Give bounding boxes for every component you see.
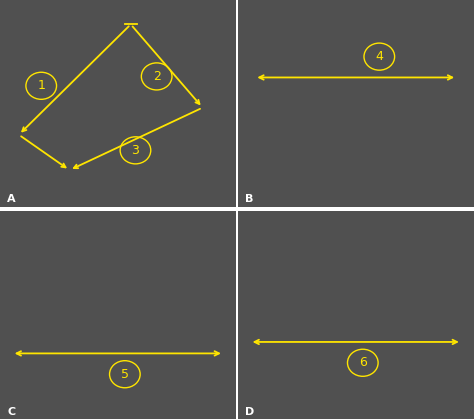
Text: 1: 1 [37,79,45,92]
Text: 6: 6 [359,356,367,369]
Text: 2: 2 [153,70,161,83]
Text: D: D [245,406,254,416]
Text: B: B [245,194,254,204]
Text: 5: 5 [121,368,129,381]
Text: 3: 3 [131,144,139,157]
Text: 4: 4 [375,50,383,63]
Text: A: A [7,194,16,204]
Text: C: C [7,406,15,416]
